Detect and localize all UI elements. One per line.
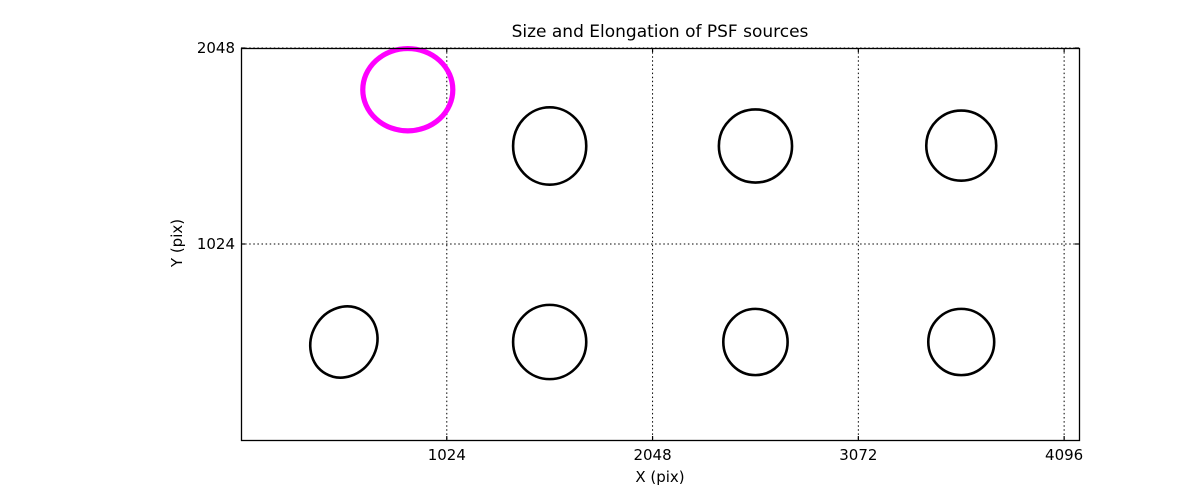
psf-ellipse <box>924 109 998 182</box>
psf-ellipse <box>717 108 794 184</box>
axes-frame <box>240 47 1081 442</box>
chart-title: Size and Elongation of PSF sources <box>511 22 809 42</box>
psf-ellipse <box>308 305 379 379</box>
x-tick-label: 2048 <box>633 446 672 464</box>
psf-ellipse <box>511 303 588 381</box>
y-axis-label: Y (pix) <box>168 218 186 268</box>
y-tick-label: 1024 <box>196 235 235 253</box>
x-tick-label: 4096 <box>1045 446 1084 464</box>
psf-ellipse <box>926 307 996 377</box>
psf-ellipses <box>308 45 998 381</box>
psf-ellipse <box>511 106 588 186</box>
x-tick-label: 1024 <box>427 446 466 464</box>
psf-ellipse <box>722 307 789 377</box>
x-axis-label: X (pix) <box>635 468 685 486</box>
y-tick-label: 2048 <box>196 39 235 57</box>
x-tick-label: 3072 <box>839 446 878 464</box>
